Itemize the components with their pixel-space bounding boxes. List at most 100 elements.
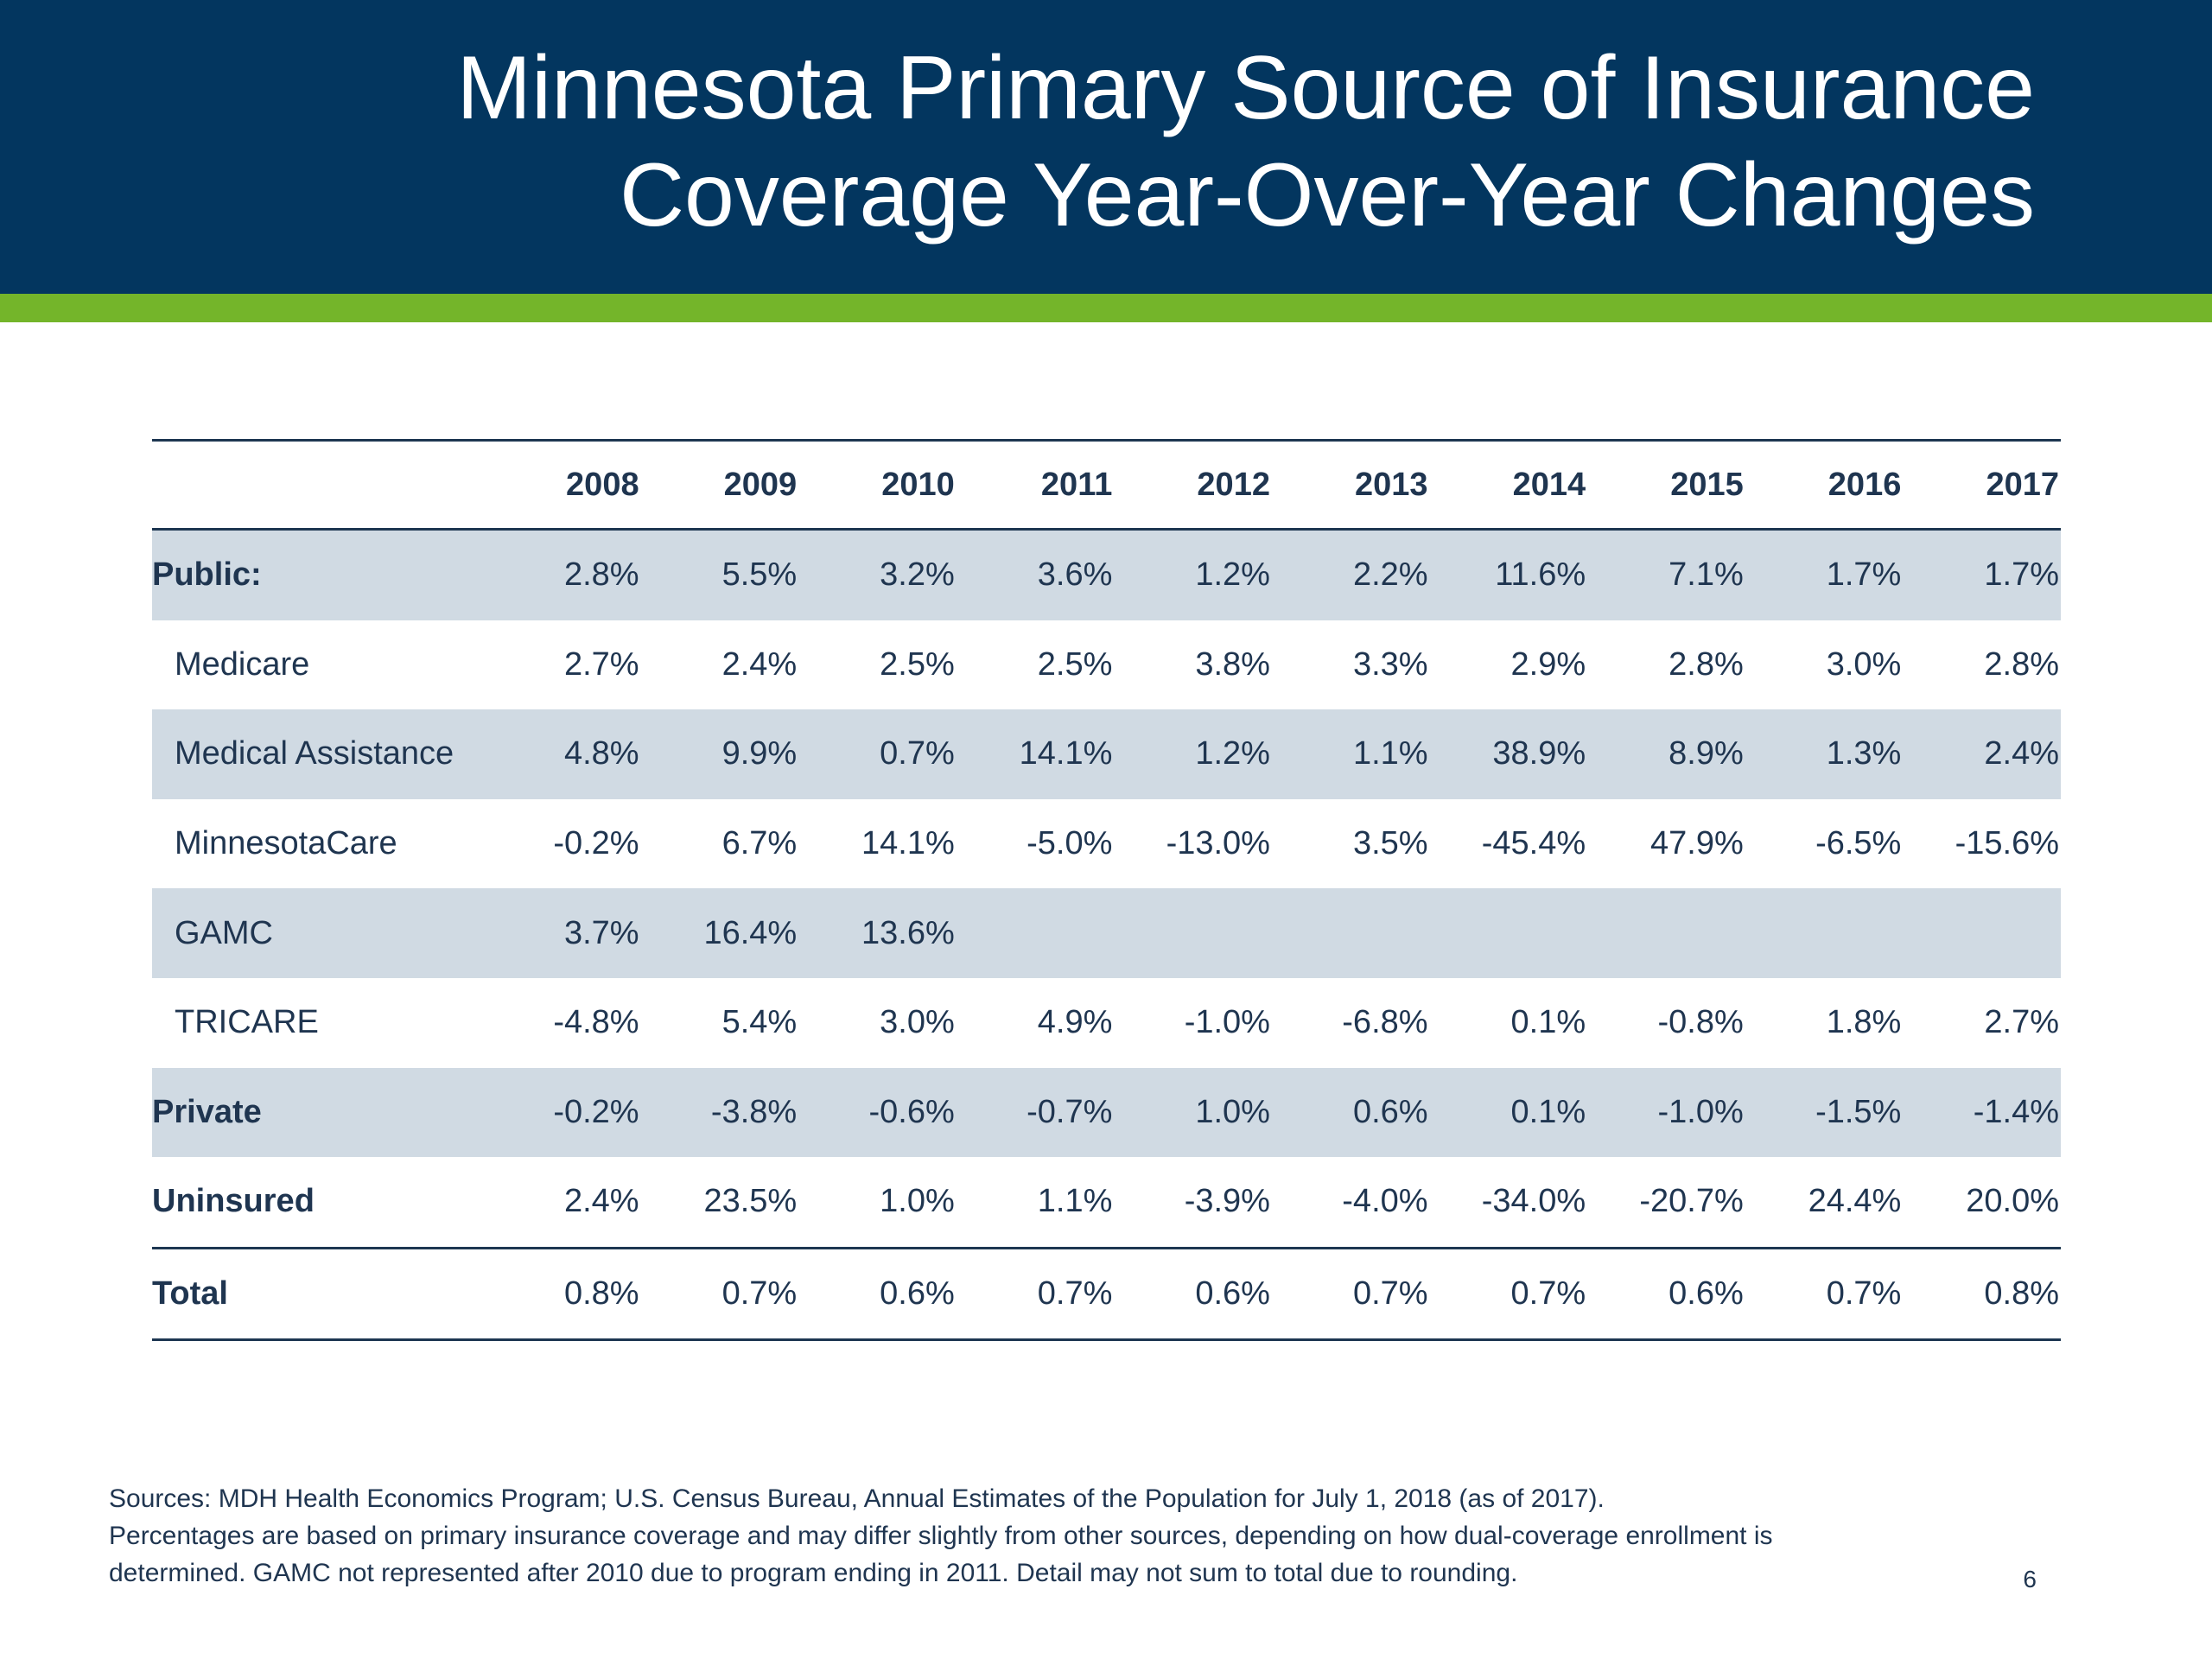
row-label-minnesotacare: MinnesotaCare [175, 825, 397, 862]
table-row-public: Public: 2.8% 5.5% 3.2% 3.6% 1.2% 2.2% 11… [152, 529, 2061, 620]
insurance-change-table: 2008 2009 2010 2011 2012 2013 2014 2015 … [152, 439, 2061, 1341]
table-cell: 0.6% [880, 1275, 955, 1313]
table-cell: 0.7% [1352, 1275, 1428, 1313]
table-cell: 1.2% [1114, 529, 1272, 620]
table-cell: 0.7% [1826, 1275, 1902, 1313]
table-row-gamc: GAMC 3.7% 16.4% 13.6% [152, 888, 2061, 978]
table-cell: 3.3% [1352, 645, 1428, 683]
table-cell: 4.8% [483, 709, 641, 799]
table-cell: -45.4% [1481, 825, 1586, 862]
table-cell: 1.0% [1114, 1067, 1272, 1158]
table-header-row: 2008 2009 2010 2011 2012 2013 2014 2015 … [152, 440, 2061, 530]
table-cell: -4.8% [553, 1004, 639, 1041]
table-cell: 2.4% [1903, 709, 2061, 799]
table-cell: -1.5% [1745, 1067, 1904, 1158]
table-cell: -1.4% [1903, 1067, 2061, 1158]
table-cell: 1.0% [880, 1183, 955, 1220]
table-cell: 3.6% [956, 529, 1115, 620]
table-row-medical-assistance: Medical Assistance 4.8% 9.9% 0.7% 14.1% … [152, 709, 2061, 799]
footnote-line-2: Percentages are based on primary insuran… [109, 1522, 1773, 1550]
table-cell: 2.2% [1271, 529, 1430, 620]
table-cell [1587, 888, 1745, 978]
table-row-tricare: TRICARE -4.8% 5.4% 3.0% 4.9% -1.0% -6.8%… [152, 978, 2061, 1068]
table-cell: 23.5% [703, 1183, 798, 1220]
table-cell: 0.7% [1510, 1275, 1586, 1313]
table-cell [1745, 888, 1904, 978]
table-cell: 11.6% [1429, 529, 1588, 620]
table-cell: 3.8% [1195, 645, 1270, 683]
table-cell: -15.6% [1955, 825, 2059, 862]
table-cell [1903, 888, 2061, 978]
table-cell: 3.0% [880, 1004, 955, 1041]
table-cell: -13.0% [1166, 825, 1270, 862]
page-title-line-2: Coverage Year-Over-Year Changes [619, 145, 2035, 245]
row-label-gamc: GAMC [152, 888, 483, 978]
page-title-line-1: Minnesota Primary Source of Insurance [456, 38, 2035, 138]
table-cell: -3.8% [640, 1067, 799, 1158]
table-cell: 38.9% [1429, 709, 1588, 799]
year-header-2014: 2014 [1512, 466, 1586, 503]
table-cell: 0.1% [1429, 1067, 1588, 1158]
table-cell: 3.2% [798, 529, 957, 620]
table-cell: 13.6% [798, 888, 957, 978]
table-cell: 8.9% [1587, 709, 1745, 799]
year-header-2015: 2015 [1670, 466, 1744, 503]
table-cell [1114, 888, 1272, 978]
table-cell: 1.7% [1903, 529, 2061, 620]
table-cell: 9.9% [640, 709, 799, 799]
table-cell: 0.7% [721, 1275, 798, 1313]
table-cell: 6.7% [721, 825, 798, 862]
table-cell: 1.1% [1271, 709, 1430, 799]
page-number: 6 [2023, 1566, 2037, 1592]
table-cell: 1.8% [1826, 1004, 1902, 1041]
table-row-private: Private -0.2% -3.8% -0.6% -0.7% 1.0% 0.6… [152, 1067, 2061, 1158]
table-cell: -0.8% [1657, 1004, 1744, 1041]
table-cell: -1.0% [1587, 1067, 1745, 1158]
title-banner: Minnesota Primary Source of Insurance Co… [0, 0, 2212, 294]
table-cell: 1.3% [1745, 709, 1904, 799]
year-header-2013: 2013 [1355, 466, 1428, 503]
table-cell: 2.5% [880, 645, 955, 683]
table-cell: 14.1% [861, 825, 955, 862]
table-cell: 0.6% [1195, 1275, 1270, 1313]
table-cell: 3.7% [483, 888, 641, 978]
table-cell: -0.7% [956, 1067, 1115, 1158]
table-row-minnesotacare: MinnesotaCare -0.2% 6.7% 14.1% -5.0% -13… [152, 799, 2061, 889]
table-cell: 2.4% [721, 645, 798, 683]
year-header-2011: 2011 [1040, 466, 1113, 503]
table-row-medicare: Medicare 2.7% 2.4% 2.5% 2.5% 3.8% 3.3% 2… [152, 620, 2061, 710]
table-row-total: Total 0.8% 0.7% 0.6% 0.7% 0.6% 0.7% 0.7%… [152, 1248, 2061, 1340]
accent-divider [0, 294, 2212, 322]
year-header-2016: 2016 [1827, 466, 1902, 503]
table-cell: -3.9% [1184, 1183, 1270, 1220]
table-cell: 2.4% [563, 1183, 639, 1220]
table-cell: 0.6% [1669, 1275, 1744, 1313]
table-cell: 24.4% [1808, 1183, 1902, 1220]
table-cell: 2.7% [563, 645, 639, 683]
row-label-medical-assistance: Medical Assistance [152, 709, 483, 799]
row-label-total: Total [152, 1275, 228, 1313]
table-cell: 2.8% [483, 529, 641, 620]
table-cell [1429, 888, 1588, 978]
header-label-cell [152, 441, 483, 530]
table-row-uninsured: Uninsured 2.4% 23.5% 1.0% 1.1% -3.9% -4.… [152, 1157, 2061, 1248]
table-cell: 5.4% [721, 1004, 798, 1041]
table-cell: 1.1% [1037, 1183, 1113, 1220]
sources-footnote: Sources: MDH Health Economics Program; U… [109, 1480, 2010, 1592]
row-label-medicare: Medicare [175, 645, 310, 683]
footnote-line-3: determined. GAMC not represented after 2… [109, 1559, 1518, 1587]
table-cell: 0.7% [1037, 1275, 1113, 1313]
year-header-2010: 2010 [881, 466, 955, 503]
table-cell: 0.8% [1984, 1275, 2059, 1313]
page-title: Minnesota Primary Source of Insurance Co… [456, 35, 2035, 249]
table-cell: 7.1% [1587, 529, 1745, 620]
table-cell: 2.7% [1984, 1004, 2059, 1041]
table-cell [956, 888, 1115, 978]
table-cell: 14.1% [956, 709, 1115, 799]
table-cell: 0.7% [798, 709, 957, 799]
table-cell: -0.2% [483, 1067, 641, 1158]
table-cell: 3.0% [1826, 645, 1902, 683]
row-label-tricare: TRICARE [175, 1004, 319, 1041]
table-cell: 1.7% [1745, 529, 1904, 620]
table-cell: 0.6% [1271, 1067, 1430, 1158]
